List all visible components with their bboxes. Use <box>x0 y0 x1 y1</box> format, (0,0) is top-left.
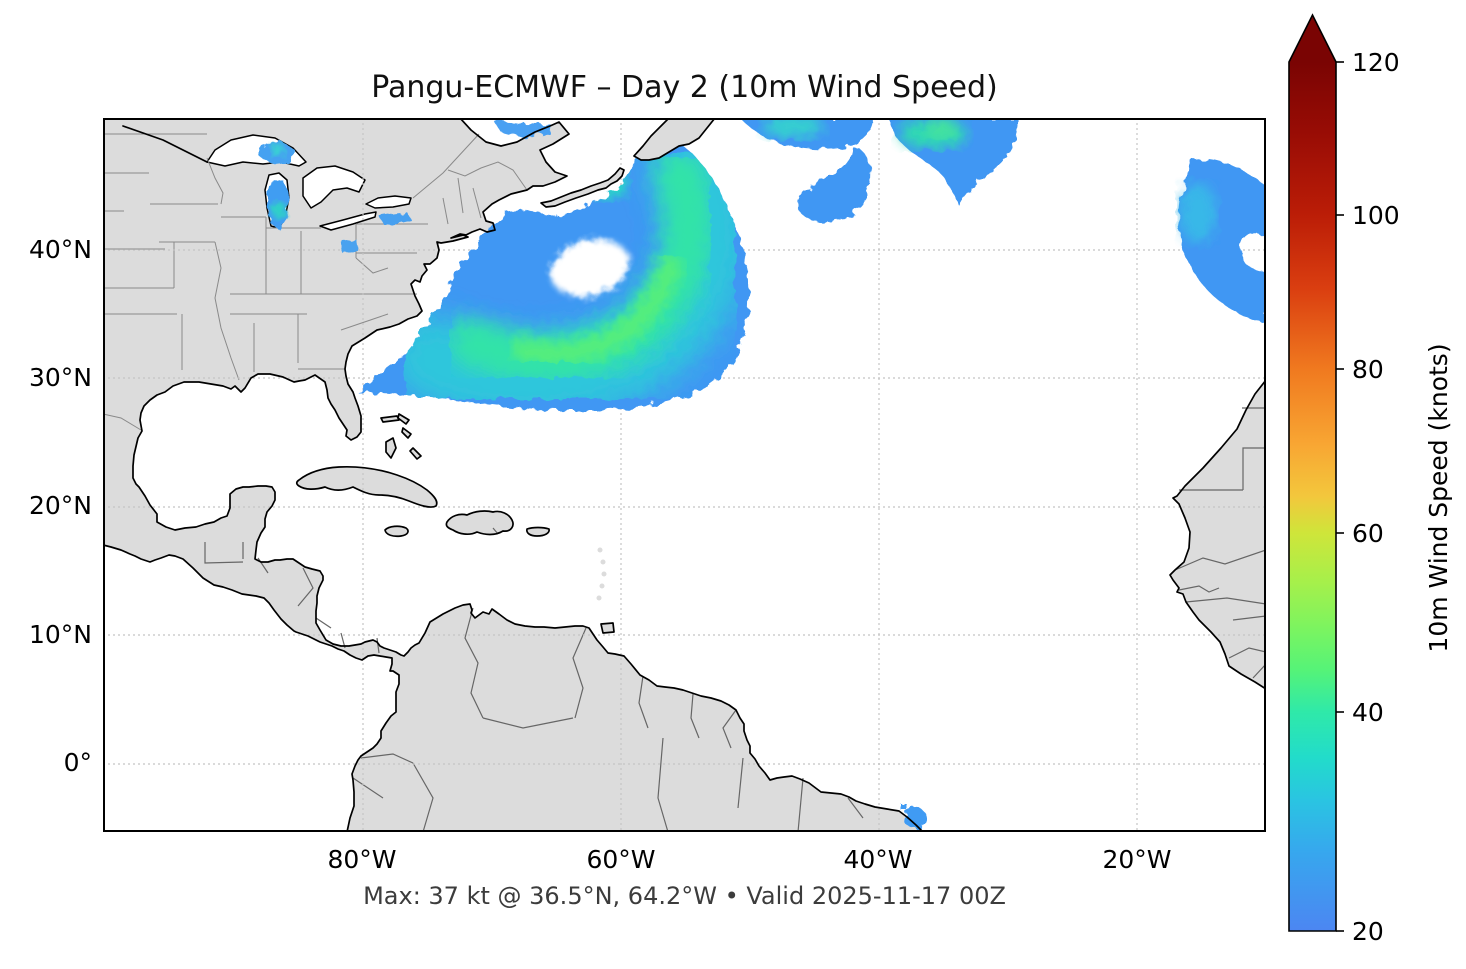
cbtick-20: 20 <box>1352 917 1384 946</box>
wind-patch-na-west <box>740 118 873 223</box>
colorbar-gradient <box>1289 62 1336 931</box>
xtick-80w: 80°W <box>327 845 397 874</box>
colorbar <box>1288 13 1344 932</box>
colorbar-label: 10m Wind Speed (knots) <box>1424 343 1453 653</box>
wind-patch-estuary <box>495 122 551 138</box>
colorbar-tick-marks <box>1336 61 1344 932</box>
wind-patch-lakes <box>259 140 411 254</box>
state-borders <box>103 133 528 431</box>
colorbar-outline <box>1288 13 1337 932</box>
cbtick-120: 120 <box>1352 48 1400 77</box>
ytick-20n: 20°N <box>28 491 92 520</box>
xtick-20w: 20°W <box>1102 845 1172 874</box>
country-borders <box>204 407 1266 832</box>
ytick-10n: 10°N <box>28 620 92 649</box>
xtick-40w: 40°W <box>843 845 913 874</box>
wind-calm-eye <box>550 239 630 297</box>
ytick-30n: 30°N <box>28 363 92 392</box>
wind-field <box>259 118 1266 829</box>
map-canvas <box>103 118 1266 832</box>
caption: Max: 37 kt @ 36.5°N, 64.2°W • Valid 2025… <box>363 882 1006 910</box>
colorbar-extend-arrow <box>1289 15 1336 62</box>
land-maritimes <box>540 118 716 208</box>
cbtick-40: 40 <box>1352 698 1384 727</box>
land-group <box>103 118 1266 832</box>
cbtick-60: 60 <box>1352 519 1384 548</box>
wind-patch-na-east <box>890 118 1019 206</box>
cbtick-100: 100 <box>1352 201 1400 230</box>
wind-patch-brazil <box>901 804 926 829</box>
xtick-60w: 60°W <box>586 845 656 874</box>
page-title: Pangu-ECMWF – Day 2 (10m Wind Speed) <box>371 70 998 105</box>
cbtick-80: 80 <box>1352 355 1384 384</box>
ytick-40n: 40°N <box>28 235 92 264</box>
wind-field-main <box>358 140 749 411</box>
map-frame <box>103 118 1266 832</box>
ytick-0: 0° <box>63 748 92 777</box>
coastlines <box>103 118 1266 832</box>
wind-patch-ne-atlantic <box>1178 159 1266 323</box>
